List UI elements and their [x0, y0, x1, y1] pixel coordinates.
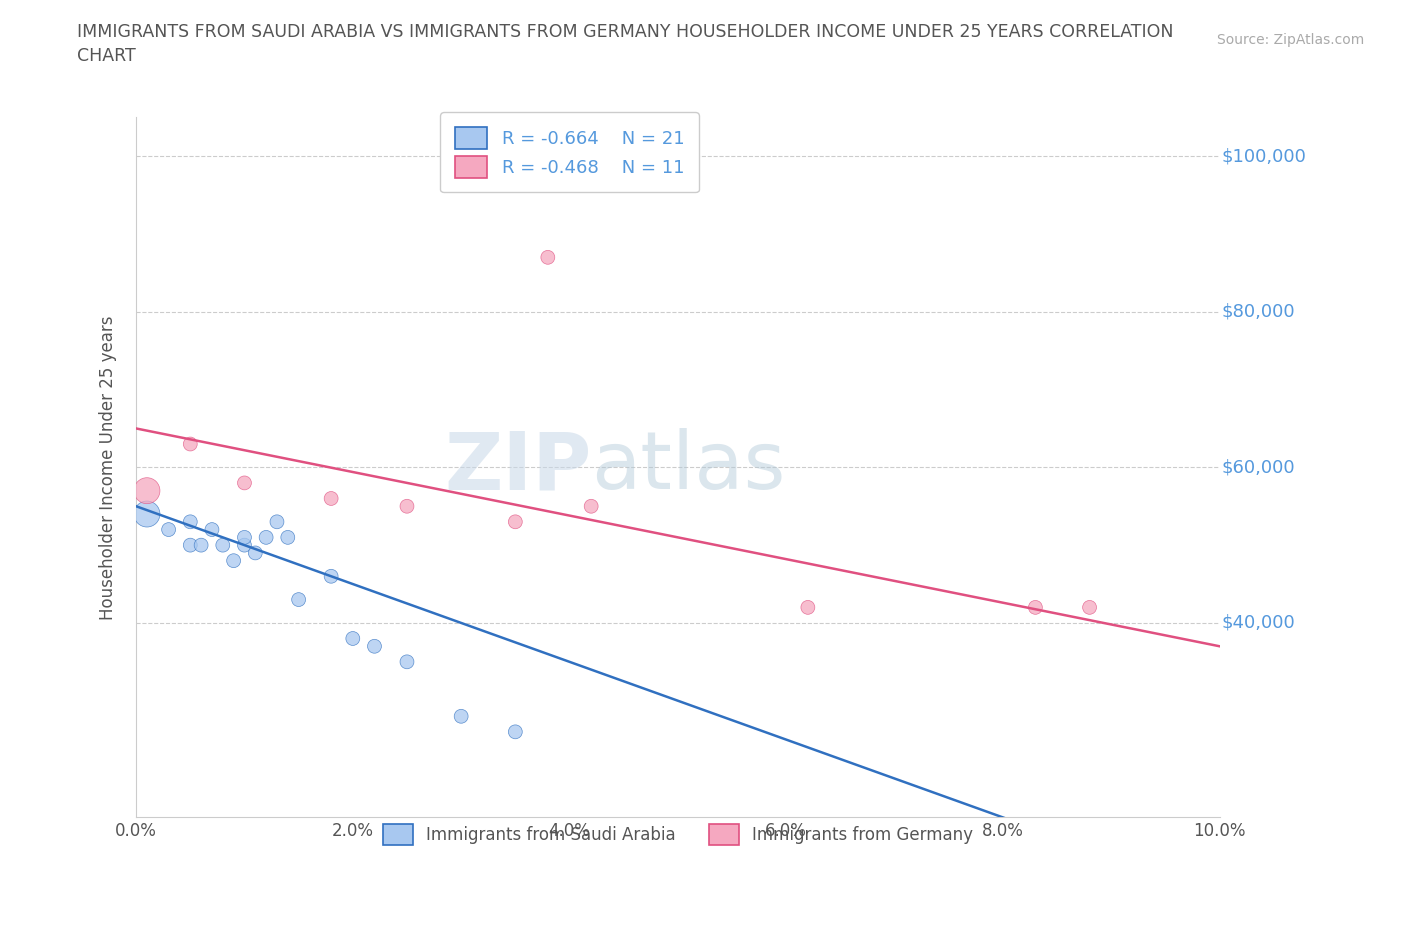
Point [211, 538, 233, 552]
Text: $80,000: $80,000 [1222, 303, 1295, 321]
Point [287, 592, 309, 607]
Point [450, 709, 472, 724]
Point [266, 514, 288, 529]
Text: $60,000: $60,000 [1222, 458, 1295, 476]
Point [797, 600, 820, 615]
Point [505, 514, 527, 529]
Point [321, 569, 343, 584]
Point [136, 484, 159, 498]
Point [395, 498, 418, 513]
Point [395, 655, 418, 670]
Point [136, 507, 159, 522]
Point [254, 530, 277, 545]
Point [505, 724, 527, 739]
Point [179, 436, 201, 451]
Point [245, 546, 267, 561]
Point [277, 530, 299, 545]
Legend: Immigrants from Saudi Arabia, Immigrants from Germany: Immigrants from Saudi Arabia, Immigrants… [370, 811, 987, 858]
Point [233, 538, 256, 552]
Point [201, 522, 224, 537]
Point [321, 491, 343, 506]
Point [179, 514, 201, 529]
Point [363, 639, 385, 654]
Text: atlas: atlas [591, 429, 786, 506]
Y-axis label: Householder Income Under 25 years: Householder Income Under 25 years [100, 315, 117, 619]
Point [157, 522, 180, 537]
Text: IMMIGRANTS FROM SAUDI ARABIA VS IMMIGRANTS FROM GERMANY HOUSEHOLDER INCOME UNDER: IMMIGRANTS FROM SAUDI ARABIA VS IMMIGRAN… [77, 23, 1174, 65]
Text: Source: ZipAtlas.com: Source: ZipAtlas.com [1216, 33, 1364, 46]
Text: ZIP: ZIP [444, 429, 591, 506]
Point [190, 538, 212, 552]
Point [233, 530, 256, 545]
Text: $100,000: $100,000 [1222, 147, 1306, 166]
Point [537, 250, 560, 265]
Point [342, 631, 364, 646]
Point [579, 498, 602, 513]
Point [179, 538, 201, 552]
Point [233, 475, 256, 490]
Point [1078, 600, 1101, 615]
Text: $40,000: $40,000 [1222, 614, 1295, 631]
Point [222, 553, 245, 568]
Point [1024, 600, 1046, 615]
